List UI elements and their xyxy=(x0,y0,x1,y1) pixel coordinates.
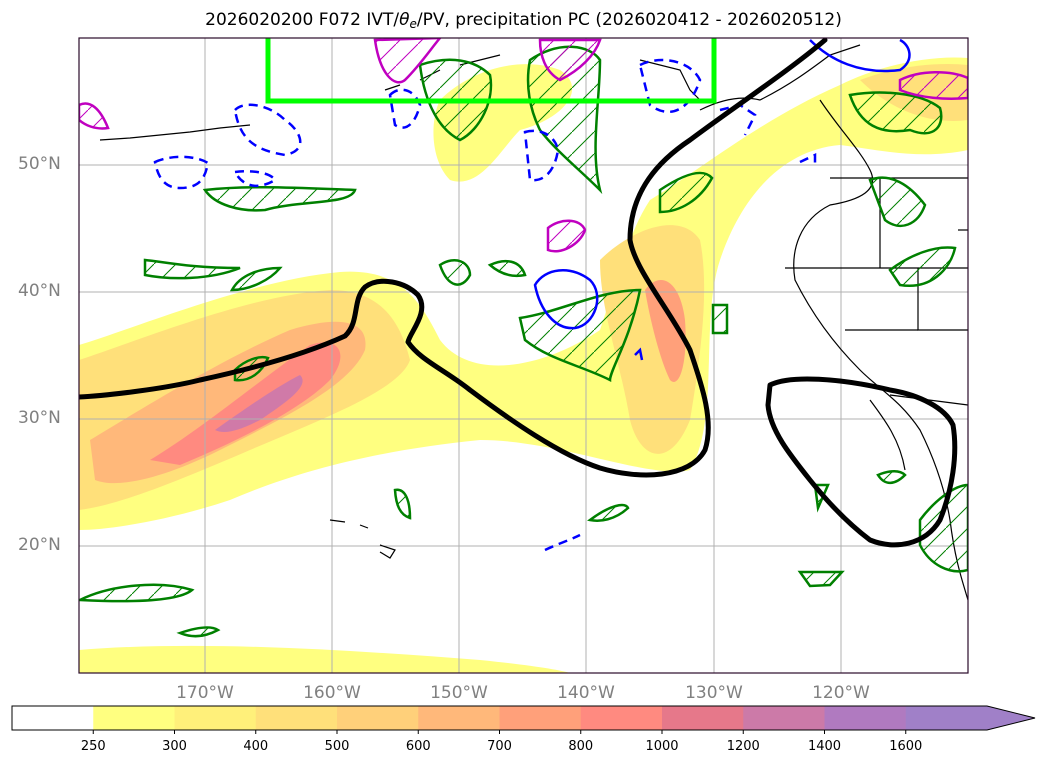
colorbar-tick-label: 700 xyxy=(487,739,512,754)
lat-label-40: 40°N xyxy=(18,281,61,301)
colorbar-tick-label: 500 xyxy=(324,739,350,754)
lon-label-160w: 160°W xyxy=(303,683,361,703)
colorbar-tick-label: 1000 xyxy=(645,739,679,754)
lat-label-20: 20°N xyxy=(18,535,61,555)
map-frame xyxy=(78,37,969,674)
theta-e-contours xyxy=(79,38,958,548)
figure-title: 2026020200 F072 IVT/θe/PV, precipitation… xyxy=(205,10,842,31)
lat-label-50: 50°N xyxy=(18,154,61,174)
lon-label-130w: 130°W xyxy=(685,683,743,703)
pv-magenta-contours xyxy=(79,38,968,253)
lon-label-150w: 150°W xyxy=(430,683,488,703)
colorbar-tick-label: 300 xyxy=(162,739,187,754)
colorbar-tick-label: 1600 xyxy=(889,739,923,754)
colorbar-tick-label: 600 xyxy=(405,739,431,754)
colorbar-tick-label: 800 xyxy=(568,739,594,754)
colorbar-tick-label: 1400 xyxy=(807,739,842,754)
lon-label-170w: 170°W xyxy=(176,683,234,703)
colorbar-tick-label: 250 xyxy=(80,739,106,754)
map-content xyxy=(79,38,968,673)
lon-label-120w: 120°W xyxy=(812,683,870,703)
precip-contours xyxy=(79,45,968,638)
lon-label-140w: 140°W xyxy=(557,683,615,703)
colorbar-tick-label: 1200 xyxy=(726,739,760,754)
region-box xyxy=(265,38,717,104)
lat-label-30: 30°N xyxy=(18,408,61,428)
pv-blue-contours xyxy=(153,38,911,552)
colorbar-tick-label: 400 xyxy=(243,739,269,754)
